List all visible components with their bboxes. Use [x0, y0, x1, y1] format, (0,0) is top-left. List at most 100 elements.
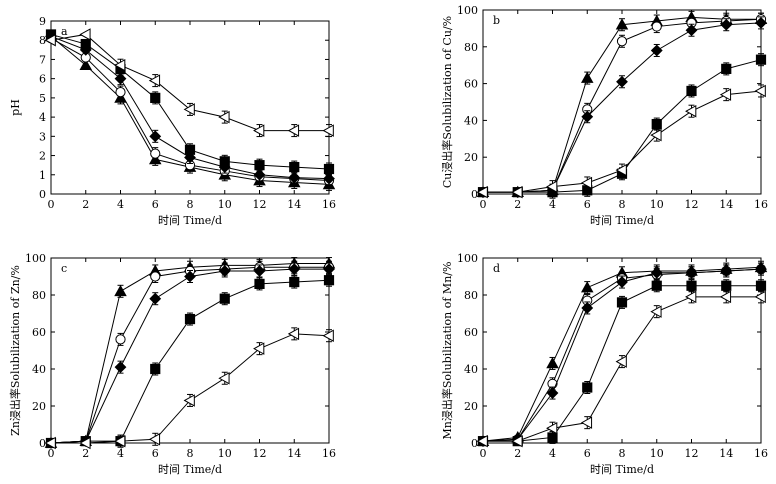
data-point: [755, 263, 767, 276]
x-tick-label: 8: [619, 447, 626, 460]
data-point: [546, 421, 558, 435]
x-tick-label: 14: [719, 447, 733, 460]
data-point: [580, 176, 593, 190]
data-point: [580, 416, 593, 429]
series-1-open-circle: [45, 260, 335, 449]
data-point: [184, 270, 196, 283]
data-point: [218, 372, 230, 385]
data-point: [616, 297, 628, 308]
data-point: [686, 280, 697, 291]
series-4-open-triangle-left: [476, 84, 766, 199]
y-tick-label: 100: [25, 252, 46, 265]
y-tick-label: 80: [464, 41, 478, 54]
x-tick-label: 10: [218, 447, 232, 460]
data-point: [719, 290, 732, 304]
data-point: [287, 124, 300, 137]
data-point: [581, 110, 594, 123]
x-tick-label: 6: [584, 447, 591, 460]
data-point: [616, 75, 628, 88]
data-point: [651, 118, 662, 130]
y-tick-label: 80: [464, 289, 478, 302]
data-point: [651, 21, 662, 32]
x-tick-label: 14: [287, 447, 301, 460]
data-point: [44, 33, 56, 47]
data-point: [253, 168, 266, 181]
data-point: [149, 130, 162, 143]
data-point: [150, 271, 161, 282]
y-tick-label: 100: [457, 4, 478, 17]
x-tick-label: 4: [117, 447, 124, 460]
data-point: [719, 88, 732, 101]
y-tick-label: 5: [39, 92, 46, 105]
x-tick-label: 16: [754, 198, 768, 211]
series-line: [50, 268, 329, 444]
data-point: [287, 327, 300, 341]
x-tick-label: 12: [685, 447, 699, 460]
data-point: [616, 276, 628, 288]
data-point: [546, 357, 559, 369]
y-tick-label: 20: [464, 151, 478, 164]
data-point: [685, 104, 697, 118]
data-point: [721, 63, 732, 74]
chart-panel-c: 0 2 4 6 8 10 12 14 16 0 20 40 60 80 100 c 时间 Time/d Zn浸出率…: [8, 252, 336, 476]
data-point: [323, 163, 335, 175]
y-tick-label: 1: [39, 169, 46, 182]
data-point: [476, 185, 488, 199]
data-point: [720, 18, 733, 31]
data-point: [183, 103, 195, 116]
data-point: [150, 148, 161, 159]
data-point: [79, 58, 92, 71]
y-axis-label: Mn浸出率Solubilization of Mn/%: [440, 262, 454, 440]
x-tick-label: 6: [152, 198, 159, 211]
data-point: [322, 329, 334, 342]
chart-panel-d: 0 2 4 6 8 10 12 14 16 0 20 40 60 80 100 d 时间 Time/d Mn浸出率…: [440, 252, 768, 476]
data-point: [114, 72, 127, 85]
series-3-filled-square: [45, 273, 335, 449]
data-point: [755, 280, 767, 291]
x-tick-label: 10: [650, 198, 664, 211]
panel-label: d: [493, 262, 500, 275]
x-tick-label: 2: [514, 198, 521, 211]
data-point: [148, 433, 161, 446]
y-tick-label: 7: [39, 53, 46, 66]
x-tick-label: 14: [719, 198, 733, 211]
series-line: [483, 296, 761, 442]
x-tick-label: 4: [549, 447, 556, 460]
y-tick-label: 3: [39, 130, 46, 143]
data-point: [720, 265, 733, 277]
data-point: [651, 280, 662, 291]
y-tick-label: 60: [464, 78, 478, 91]
data-point: [114, 361, 127, 374]
data-point: [148, 74, 161, 87]
data-point: [288, 171, 301, 184]
data-point: [253, 342, 265, 355]
data-point: [253, 124, 265, 137]
data-point: [581, 302, 594, 314]
y-tick-label: 4: [39, 111, 46, 124]
y-tick-label: 40: [464, 114, 478, 127]
y-tick-label: 20: [32, 400, 46, 413]
data-point: [253, 265, 266, 277]
panel-label: c: [61, 262, 67, 275]
data-point: [183, 394, 195, 407]
y-tick-label: 9: [39, 15, 46, 28]
x-tick-label: 6: [152, 447, 159, 460]
x-tick-label: 4: [117, 198, 124, 211]
data-point: [149, 292, 162, 305]
data-point: [184, 313, 196, 325]
data-point: [219, 293, 230, 304]
data-point: [254, 278, 265, 289]
series-line: [482, 266, 762, 442]
data-point: [685, 266, 698, 279]
y-tick-label: 40: [464, 363, 478, 376]
chart-panel-b: 0 2 4 6 8 10 12 14 16 0 20 40 60 80 100 b 时间 Time/d Cu浸出率…: [440, 4, 768, 227]
x-tick-label: 8: [187, 447, 194, 460]
data-point: [615, 355, 627, 368]
data-point: [254, 160, 265, 171]
x-tick-label: 14: [287, 198, 301, 211]
series-line: [50, 266, 329, 444]
y-tick-label: 2: [39, 150, 46, 163]
data-point: [289, 276, 300, 288]
x-tick-label: 2: [82, 447, 89, 460]
